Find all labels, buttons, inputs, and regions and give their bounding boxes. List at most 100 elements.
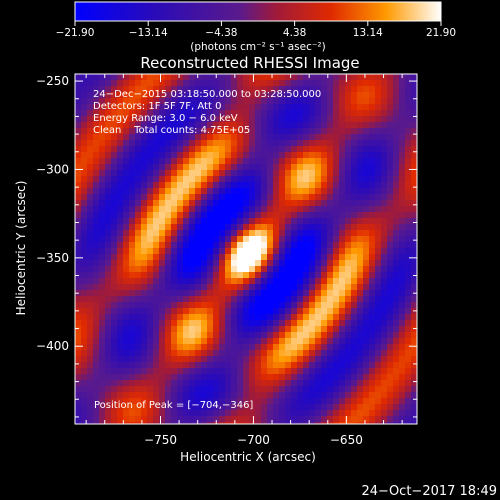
heatmap-cell	[411, 380, 417, 387]
heatmap-cell	[183, 224, 190, 231]
heatmap-cell	[159, 422, 166, 424]
heatmap-cell	[261, 92, 268, 99]
heatmap-cell	[123, 182, 130, 189]
heatmap-cell	[291, 386, 298, 393]
heatmap-cell	[303, 194, 310, 201]
heatmap-cell	[225, 296, 232, 303]
heatmap-cell	[219, 296, 226, 303]
heatmap-cell	[399, 116, 406, 123]
heatmap-cell	[393, 266, 400, 273]
heatmap-cell	[105, 80, 112, 87]
heatmap-cell	[183, 74, 190, 81]
heatmap-cell	[183, 368, 190, 375]
heatmap-cell	[255, 326, 262, 333]
heatmap-cell	[99, 104, 106, 111]
heatmap-cell	[381, 254, 388, 261]
heatmap-cell	[117, 188, 124, 195]
heatmap-cell	[147, 362, 154, 369]
heatmap-cell	[375, 230, 382, 237]
heatmap-cell	[375, 74, 382, 81]
heatmap-cell	[165, 128, 172, 135]
heatmap-cell	[87, 290, 94, 297]
heatmap-cell	[99, 350, 106, 357]
heatmap-cell	[291, 116, 298, 123]
heatmap-cell	[345, 128, 352, 135]
heatmap-cell	[189, 122, 196, 129]
heatmap-cell	[339, 362, 346, 369]
heatmap-cell	[375, 314, 382, 321]
heatmap-cell	[189, 158, 196, 165]
heatmap-cell	[363, 182, 370, 189]
heatmap-cell	[153, 284, 160, 291]
heatmap-cell	[261, 164, 268, 171]
heatmap-cell	[129, 110, 136, 117]
heatmap-cell	[237, 272, 244, 279]
heatmap-cell	[303, 176, 310, 183]
heatmap-cell	[375, 356, 382, 363]
heatmap-cell	[81, 314, 88, 321]
heatmap-cell	[369, 320, 376, 327]
heatmap-cell	[171, 344, 178, 351]
heatmap-cell	[405, 122, 412, 129]
heatmap-cell	[381, 158, 388, 165]
heatmap-cell	[165, 344, 172, 351]
heatmap-cell	[255, 356, 262, 363]
heatmap-cell	[147, 380, 154, 387]
heatmap-cell	[345, 278, 352, 285]
heatmap-cell	[405, 260, 412, 267]
heatmap-cell	[249, 146, 256, 153]
heatmap-cell	[315, 356, 322, 363]
heatmap-cell	[321, 248, 328, 255]
heatmap-cell	[111, 308, 118, 315]
heatmap-cell	[297, 212, 304, 219]
heatmap-cell	[99, 194, 106, 201]
heatmap-cell	[189, 404, 196, 411]
heatmap-cell	[255, 332, 262, 339]
heatmap-cell	[201, 338, 208, 345]
heatmap-cell	[117, 182, 124, 189]
heatmap-cell	[81, 278, 88, 285]
heatmap-cell	[171, 98, 178, 105]
heatmap-cell	[387, 416, 394, 423]
heatmap-cell	[393, 80, 400, 87]
heatmap-cell	[123, 242, 130, 249]
heatmap-cell	[99, 272, 106, 279]
heatmap-cell	[201, 182, 208, 189]
heatmap-cell	[375, 206, 382, 213]
heatmap-cell	[351, 164, 358, 171]
heatmap-cell	[375, 338, 382, 345]
heatmap-cell	[375, 80, 382, 87]
heatmap-cell	[87, 98, 94, 105]
heatmap-cell	[201, 278, 208, 285]
heatmap-cell	[123, 74, 130, 81]
heatmap-cell	[273, 284, 280, 291]
heatmap-cell	[255, 422, 262, 424]
heatmap-cell	[339, 248, 346, 255]
heatmap-cell	[399, 398, 406, 405]
heatmap-cell	[153, 380, 160, 387]
heatmap-cell	[273, 272, 280, 279]
heatmap-cell	[111, 200, 118, 207]
heatmap-cell	[279, 260, 286, 267]
heatmap-cell	[147, 152, 154, 159]
heatmap-cell	[345, 398, 352, 405]
heatmap-cell	[117, 254, 124, 261]
heatmap-cell	[357, 206, 364, 213]
heatmap-cell	[327, 200, 334, 207]
heatmap-cell	[177, 104, 184, 111]
heatmap-cell	[159, 200, 166, 207]
heatmap-cell	[399, 206, 406, 213]
heatmap-cell	[225, 200, 232, 207]
heatmap-cell	[333, 182, 340, 189]
heatmap-cell	[315, 134, 322, 141]
heatmap-cell	[225, 422, 232, 424]
heatmap-cell	[315, 104, 322, 111]
heatmap-cell	[195, 146, 202, 153]
heatmap-cell	[159, 74, 166, 81]
heatmap-cell	[111, 392, 118, 399]
heatmap-cell	[159, 110, 166, 117]
heatmap-cell	[237, 368, 244, 375]
heatmap-cell	[327, 380, 334, 387]
heatmap-cell	[93, 260, 100, 267]
heatmap-cell	[207, 272, 214, 279]
